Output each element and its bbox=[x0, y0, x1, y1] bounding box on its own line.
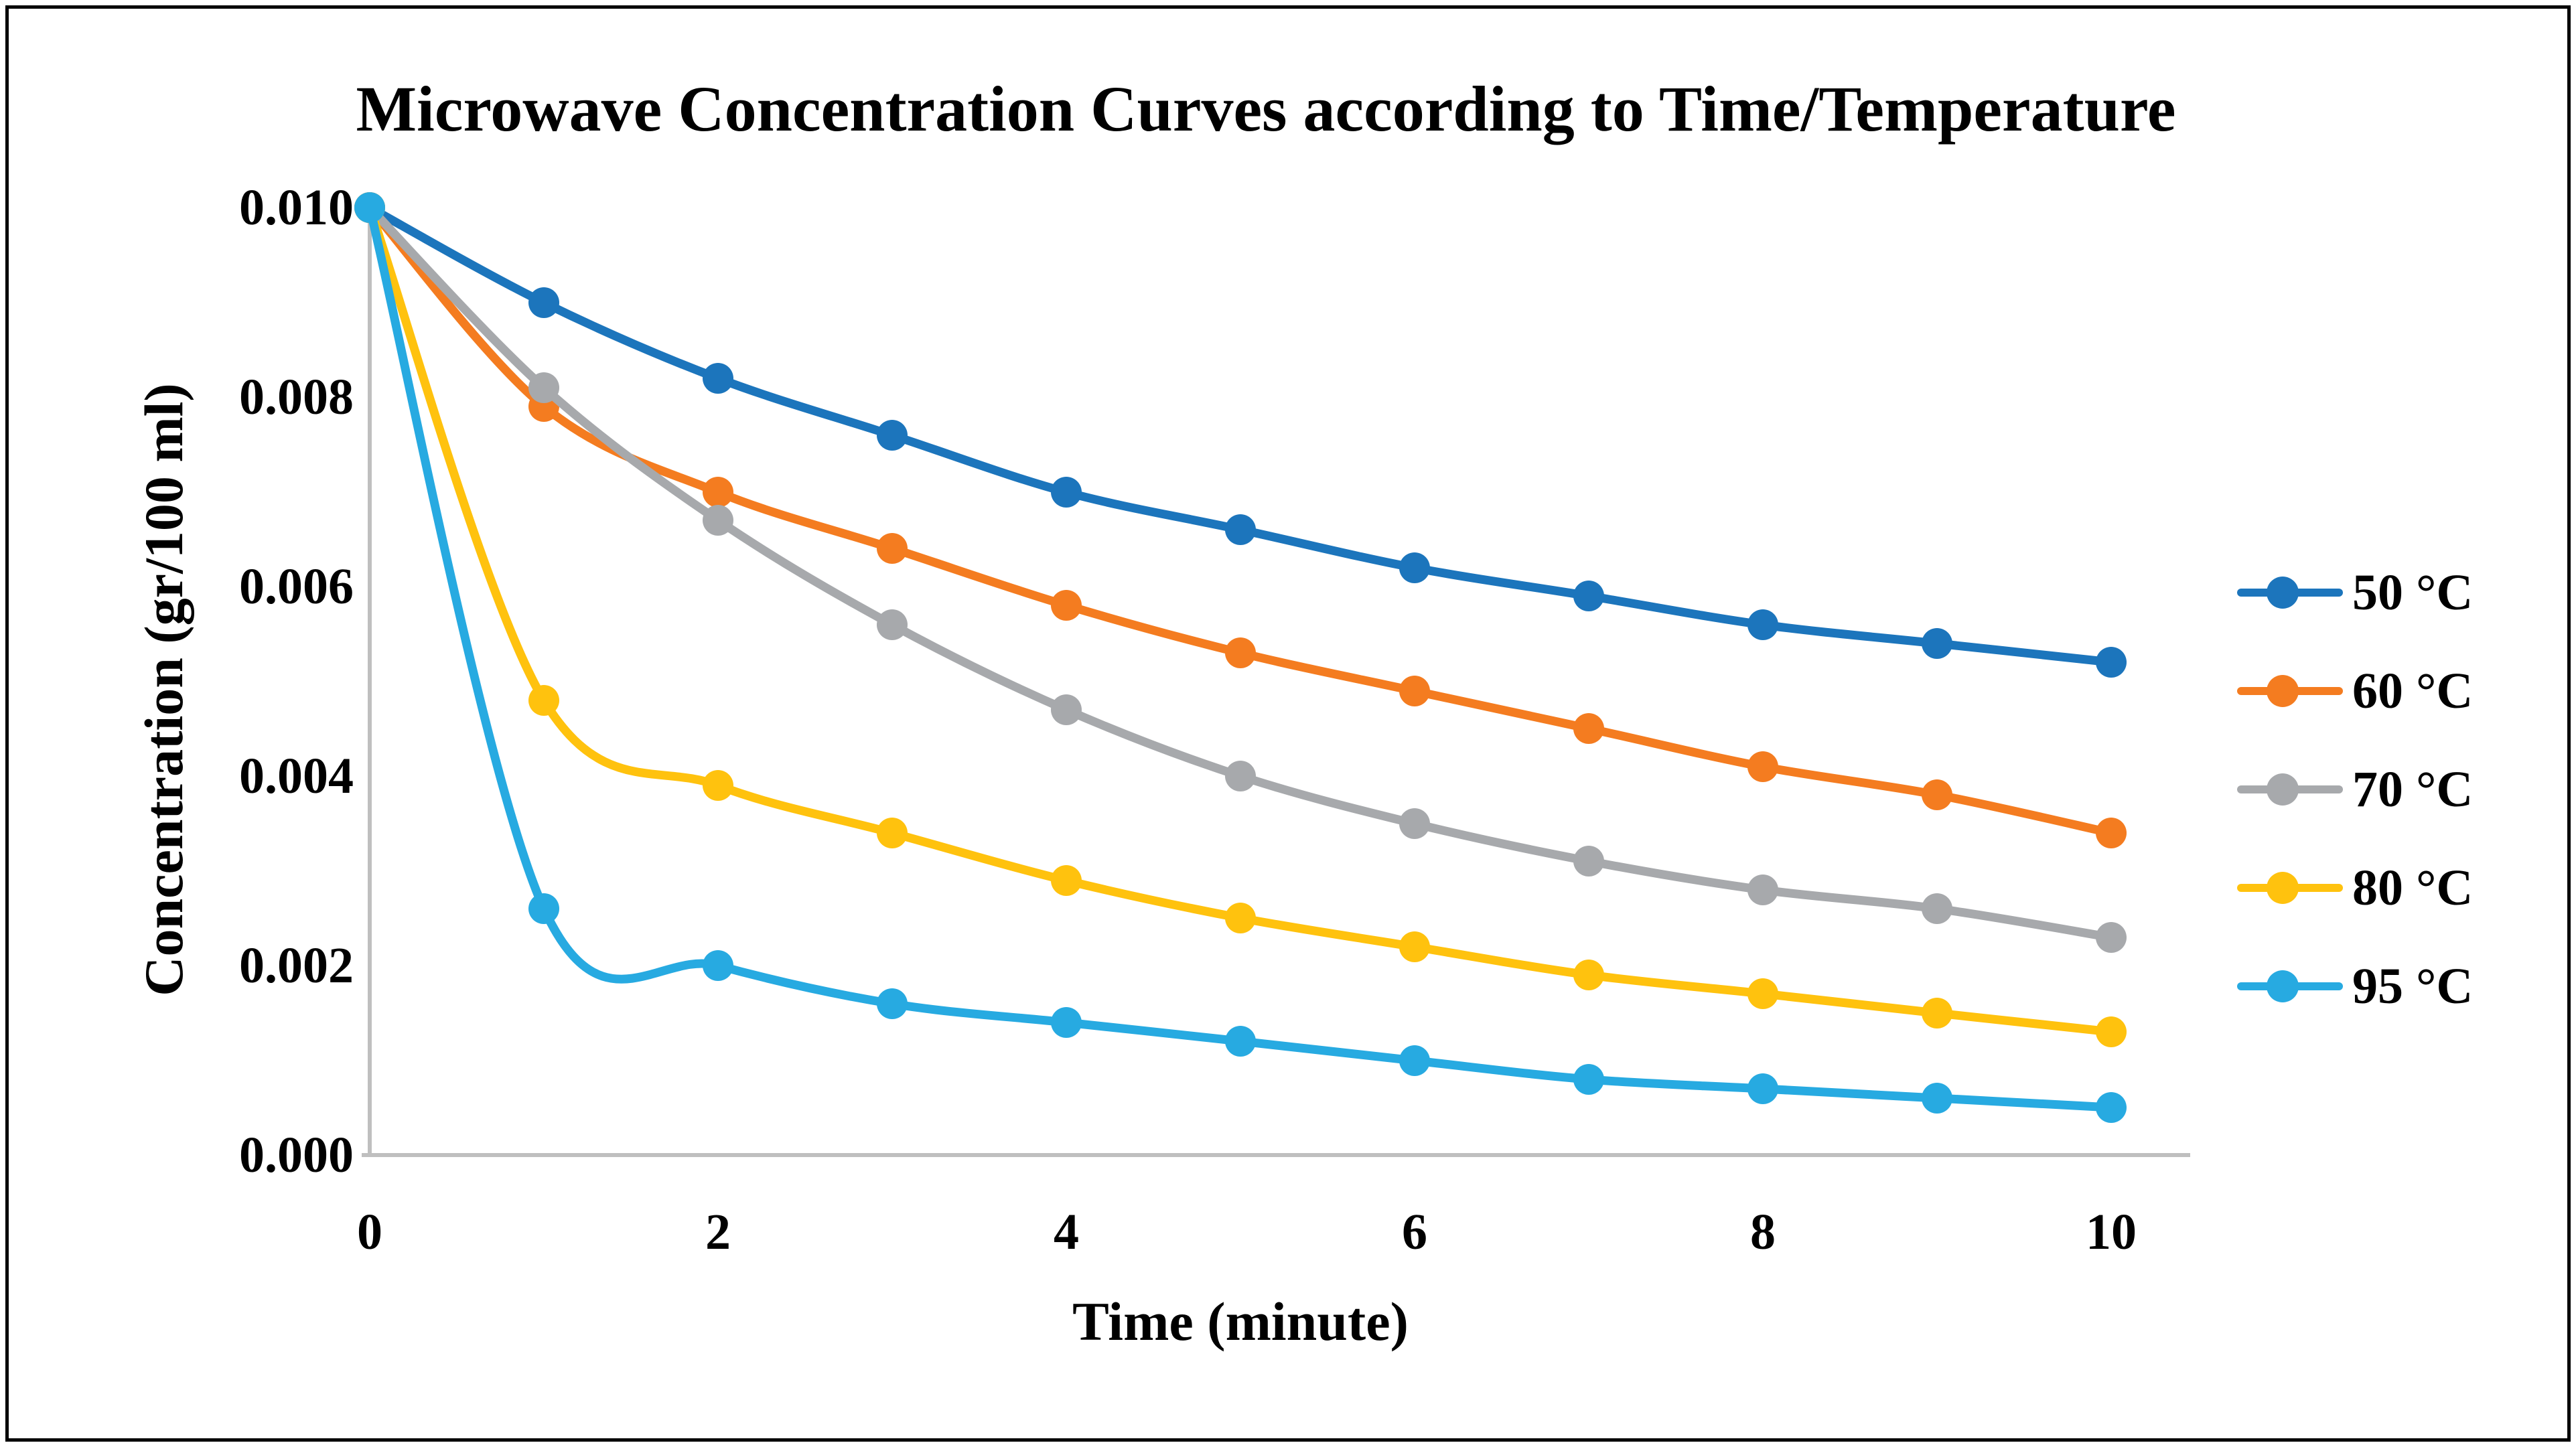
data-point-marker-50c bbox=[1573, 581, 1604, 611]
data-point-marker-70c bbox=[1225, 761, 1256, 791]
data-point-marker-80c bbox=[1225, 903, 1256, 933]
y-tick-label-0.008: 0.008 bbox=[239, 369, 354, 425]
legend-item-95c: 95 °C bbox=[2237, 958, 2559, 1014]
x-tick-label-0: 0 bbox=[357, 1204, 382, 1260]
legend-label: 70 °C bbox=[2352, 761, 2474, 818]
data-point-marker-50c bbox=[877, 420, 908, 451]
series-line-80c bbox=[365, 203, 2116, 1037]
legend-circle-marker-icon bbox=[2267, 577, 2299, 609]
chart-title: Microwave Concentration Curves according… bbox=[356, 73, 2176, 145]
data-point-marker-50c bbox=[1399, 552, 1430, 583]
data-point-marker-50c bbox=[1747, 609, 1778, 640]
legend-item-80c: 80 °C bbox=[2237, 860, 2559, 916]
data-point-marker-80c bbox=[1922, 998, 1952, 1029]
legend-label: 95 °C bbox=[2352, 958, 2474, 1014]
data-point-marker-95c bbox=[354, 192, 385, 223]
data-point-marker-80c bbox=[1573, 960, 1604, 990]
data-point-marker-60c bbox=[1747, 751, 1778, 782]
data-point-marker-70c bbox=[528, 372, 559, 403]
y-tick-label-0.000: 0.000 bbox=[239, 1127, 354, 1183]
data-point-marker-70c bbox=[1051, 694, 1082, 725]
data-point-marker-50c bbox=[1225, 514, 1256, 545]
data-point-marker-50c bbox=[528, 287, 559, 318]
data-point-marker-95c bbox=[1747, 1073, 1778, 1104]
legend-item-70c: 70 °C bbox=[2237, 761, 2559, 818]
y-tick-label-0.004: 0.004 bbox=[239, 748, 354, 804]
legend-circle-marker-icon bbox=[2267, 675, 2299, 707]
data-point-marker-70c bbox=[877, 609, 908, 640]
data-point-marker-80c bbox=[2096, 1016, 2127, 1047]
data-point-marker-60c bbox=[2096, 818, 2127, 848]
legend: 50 °C 60 °C 70 °C 80 °C 95 °C bbox=[2237, 0, 2559, 1447]
legend-item-60c: 60 °C bbox=[2237, 663, 2559, 719]
data-point-marker-80c bbox=[703, 770, 733, 801]
data-point-marker-70c bbox=[1922, 893, 1952, 924]
data-point-marker-70c bbox=[703, 505, 733, 536]
data-point-marker-70c bbox=[1399, 808, 1430, 839]
x-tick-label-4: 4 bbox=[1054, 1204, 1079, 1260]
data-point-marker-70c bbox=[1573, 846, 1604, 877]
x-axis-title: Time (minute) bbox=[1072, 1291, 1409, 1352]
data-point-marker-80c bbox=[1399, 931, 1430, 962]
y-tick-label-0.010: 0.010 bbox=[239, 179, 354, 236]
data-point-marker-60c bbox=[703, 477, 733, 508]
legend-item-50c: 50 °C bbox=[2237, 564, 2559, 621]
data-point-marker-80c bbox=[877, 818, 908, 848]
legend-label: 50 °C bbox=[2352, 564, 2474, 621]
legend-circle-marker-icon bbox=[2267, 970, 2299, 1002]
legend-circle-marker-icon bbox=[2267, 872, 2299, 904]
data-point-marker-95c bbox=[1225, 1026, 1256, 1057]
data-point-marker-60c bbox=[1922, 779, 1952, 810]
data-point-marker-60c bbox=[1051, 590, 1082, 621]
y-tick-label-0.006: 0.006 bbox=[239, 558, 354, 615]
data-point-marker-95c bbox=[1922, 1083, 1952, 1114]
legend-circle-marker-icon bbox=[2267, 773, 2299, 806]
data-point-marker-50c bbox=[1922, 628, 1952, 659]
x-tick-label-6: 6 bbox=[1402, 1204, 1427, 1260]
x-tick-label-8: 8 bbox=[1750, 1204, 1776, 1260]
data-point-marker-60c bbox=[1399, 676, 1430, 706]
data-point-marker-95c bbox=[877, 988, 908, 1019]
legend-label: 80 °C bbox=[2352, 860, 2474, 916]
data-point-marker-70c bbox=[1747, 874, 1778, 905]
x-tick-label-2: 2 bbox=[705, 1204, 731, 1260]
x-tick-label-10: 10 bbox=[2086, 1204, 2137, 1260]
series-line-70c bbox=[365, 203, 2116, 942]
data-point-marker-60c bbox=[1573, 713, 1604, 744]
data-point-marker-80c bbox=[1051, 865, 1082, 896]
y-tick-label-0.002: 0.002 bbox=[239, 937, 354, 994]
data-point-marker-60c bbox=[877, 533, 908, 564]
data-point-marker-80c bbox=[528, 685, 559, 716]
series-line-50c bbox=[365, 203, 2116, 667]
data-point-marker-50c bbox=[2096, 647, 2127, 678]
data-point-marker-50c bbox=[1051, 477, 1082, 508]
data-point-marker-60c bbox=[1225, 637, 1256, 668]
data-point-marker-70c bbox=[2096, 922, 2127, 953]
data-point-marker-95c bbox=[1573, 1064, 1604, 1095]
data-point-marker-95c bbox=[2096, 1092, 2127, 1123]
data-point-marker-95c bbox=[528, 893, 559, 924]
legend-label: 60 °C bbox=[2352, 663, 2474, 719]
data-point-marker-95c bbox=[1051, 1007, 1082, 1038]
data-point-marker-80c bbox=[1747, 978, 1778, 1009]
data-point-marker-50c bbox=[703, 363, 733, 394]
data-point-marker-95c bbox=[703, 950, 733, 981]
data-point-marker-95c bbox=[1399, 1045, 1430, 1076]
